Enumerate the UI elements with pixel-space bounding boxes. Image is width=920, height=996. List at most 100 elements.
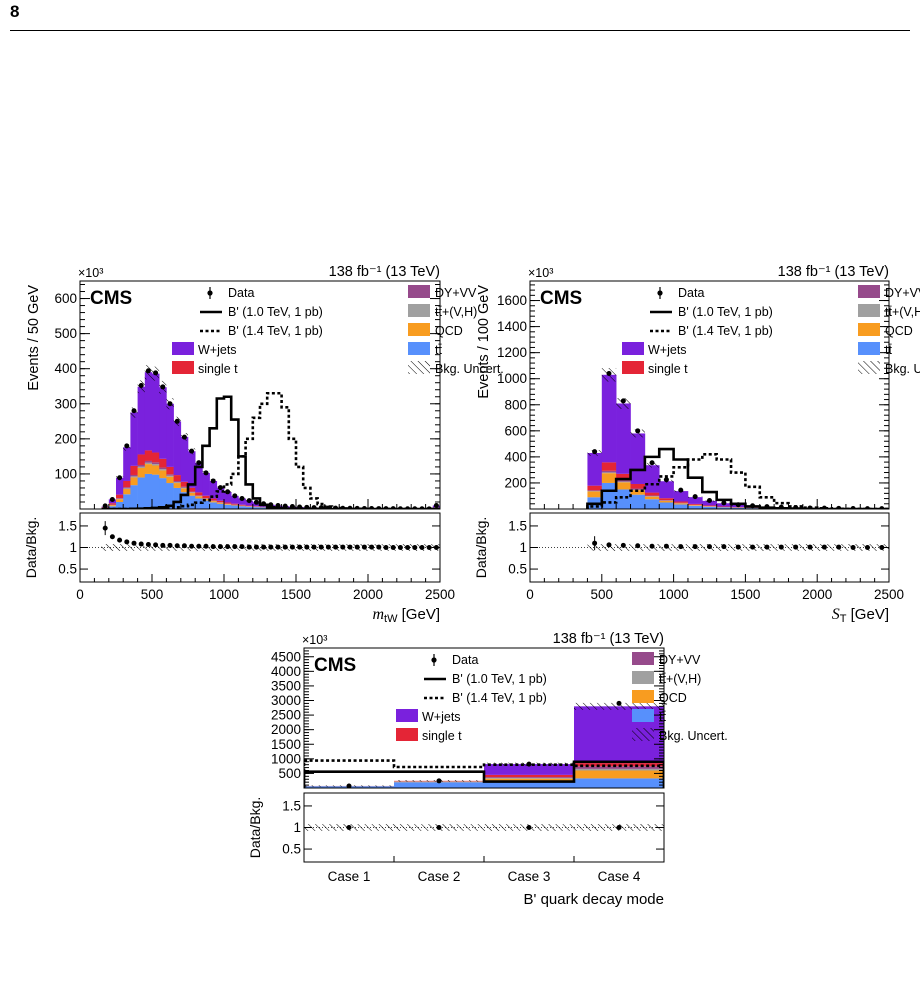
ratio-point	[620, 542, 626, 548]
signal-14-line	[304, 759, 664, 788]
ratio-point	[246, 544, 252, 550]
x-tick-label: 1500	[281, 587, 311, 602]
data-point	[261, 501, 267, 507]
bar-dyvv	[644, 495, 660, 497]
bar-wjets	[116, 477, 124, 495]
y-exponent: ×10³	[528, 266, 553, 280]
ratio-point	[210, 544, 216, 550]
data-point	[217, 485, 223, 491]
bar-ttvh	[616, 481, 631, 483]
ratio-point	[102, 525, 108, 531]
y-tick-label: 1000	[271, 751, 301, 766]
bar-tt	[116, 501, 124, 509]
ratio-point	[419, 545, 425, 550]
bar-singlet	[188, 487, 196, 492]
bar-qcd	[123, 489, 131, 495]
bar-qcd	[144, 464, 153, 474]
data-point	[346, 783, 352, 788]
data-point	[864, 506, 870, 509]
bar-singlet	[159, 458, 167, 468]
bar-ttvh	[137, 466, 146, 468]
bar-wjets	[216, 487, 225, 501]
legend-tt-swatch	[858, 342, 880, 355]
legend-qcd-swatch	[632, 690, 654, 703]
ratio-point	[239, 544, 245, 550]
y-tick-label: 1400	[497, 319, 527, 334]
data-point	[347, 505, 353, 509]
bar-singlet	[659, 498, 674, 501]
ratio-point	[412, 545, 418, 550]
bar-wjets	[202, 472, 210, 496]
y-tick-label: 1200	[497, 345, 527, 360]
bar-tt	[130, 485, 138, 509]
ratio-point	[181, 543, 187, 549]
bar-singlet	[673, 501, 689, 503]
legend-wjets: W+jets	[198, 343, 237, 357]
y-tick-label: 3000	[271, 693, 301, 708]
bar-singlet	[180, 481, 189, 487]
x-tick-label: 2000	[802, 587, 832, 602]
bar-singlet	[702, 505, 717, 507]
x-tick-label: 0	[526, 587, 534, 602]
data-point	[181, 434, 187, 440]
legend-singlet: single t	[422, 729, 462, 743]
bar-tt	[616, 489, 631, 509]
bar-singlet	[123, 480, 131, 488]
bar-dyvv	[574, 766, 664, 769]
ratio-point	[821, 544, 827, 550]
legend-data-marker	[207, 290, 213, 296]
ratio-point	[217, 544, 223, 550]
legend-dyvv-swatch	[408, 285, 430, 298]
ratio-point	[318, 544, 324, 550]
data-point	[397, 506, 403, 509]
bar-wjets	[238, 498, 246, 505]
bar-qcd	[659, 500, 674, 503]
data-point	[203, 470, 209, 476]
legend-ttvh: tt̄+(V,H)	[435, 305, 477, 319]
bar-wjets	[152, 373, 160, 453]
ratio-point	[707, 544, 712, 550]
x-tick-label: 2500	[874, 587, 904, 602]
bar-tt	[188, 495, 196, 509]
bar-wjets	[159, 387, 167, 459]
bar-dyvv	[195, 495, 203, 496]
bar-wjets	[180, 436, 189, 482]
bar-tt	[394, 782, 485, 788]
bar-wjets	[687, 497, 703, 504]
y-exponent: ×10³	[302, 633, 327, 647]
x-axis-label-unit: [GeV]	[846, 606, 889, 623]
ratio-axis-label: Data/Bkg.	[23, 517, 39, 578]
ratio-tick-label: 0.5	[58, 562, 77, 577]
ratio-point	[390, 545, 396, 550]
x-category-label: Case 2	[418, 869, 461, 884]
legend-bp1: B' (1.0 TeV, 1 pb)	[678, 305, 773, 319]
bar-wjets	[195, 462, 203, 493]
bar-qcd	[616, 482, 631, 490]
bar-dyvv	[173, 481, 182, 483]
data-point	[616, 700, 622, 706]
x-axis-label-sub: tW	[384, 613, 398, 625]
y-tick-label: 100	[54, 466, 77, 481]
data-point	[124, 443, 130, 449]
y-tick-label: 2500	[271, 708, 301, 723]
bar-qcd	[231, 504, 239, 506]
bar-tt	[209, 502, 218, 509]
data-point	[419, 506, 425, 509]
ratio-point	[735, 544, 741, 550]
data-point	[433, 502, 439, 508]
ratio-point	[275, 544, 281, 550]
bar-singlet	[484, 774, 575, 778]
data-point	[275, 502, 281, 508]
bar-qcd	[137, 467, 146, 478]
legend-qcd: QCD	[435, 324, 463, 338]
data-point	[153, 370, 159, 376]
ratio-point	[268, 544, 274, 550]
ratio-axis-label: Data/Bkg.	[473, 517, 489, 578]
y-exponent: ×10³	[78, 266, 103, 280]
data-point	[102, 503, 108, 509]
legend-dyvv-swatch	[632, 652, 654, 665]
bar-tt	[601, 482, 617, 509]
ratio-point	[167, 542, 173, 548]
ratio-point	[376, 544, 382, 550]
